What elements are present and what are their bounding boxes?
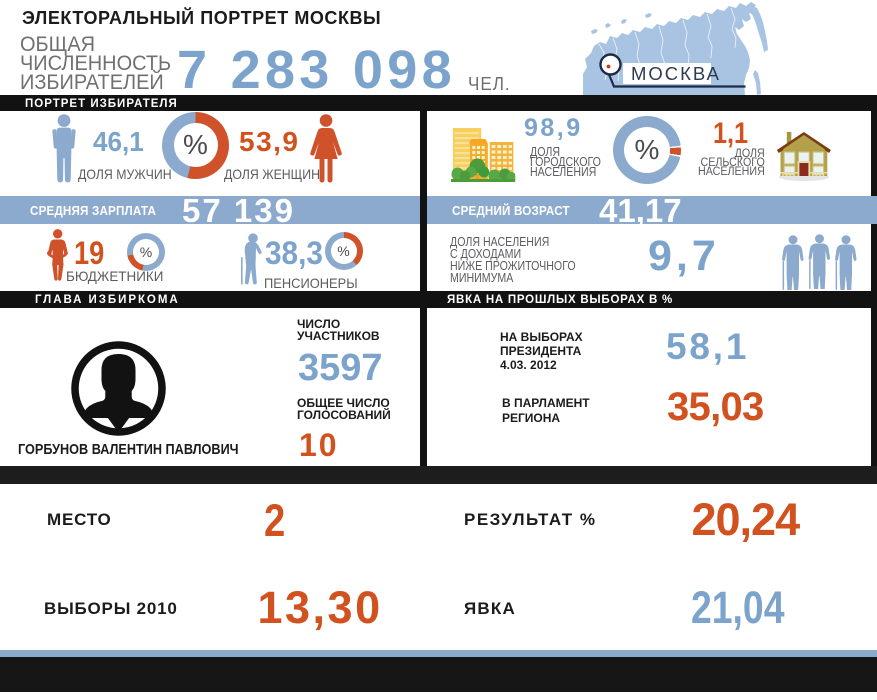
svg-text:МОСКВА: МОСКВА bbox=[631, 63, 721, 84]
